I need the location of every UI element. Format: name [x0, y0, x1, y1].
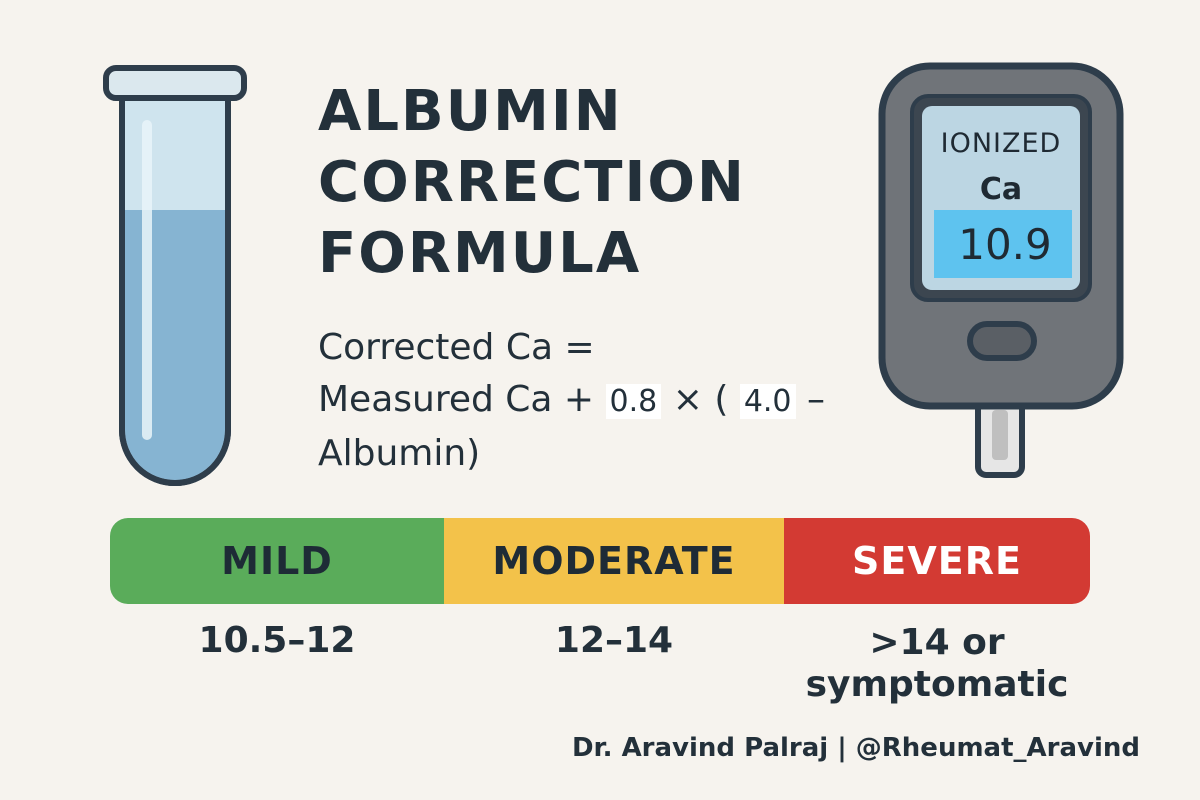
formula: Corrected Ca = Measured Ca + 0.8 × ( 4.0… [318, 322, 878, 480]
formula-line-2: Measured Ca + 0.8 × ( 4.0 – [318, 374, 878, 428]
range-severe: >14 or symptomatic [784, 622, 1090, 706]
severity-mild: MILD [110, 518, 444, 604]
range-severe-line-2: symptomatic [805, 664, 1069, 705]
title-line-1: ALBUMIN [318, 79, 623, 144]
severity-bar: MILD MODERATE SEVERE [110, 518, 1090, 604]
formula-reference-albumin: 4.0 [739, 384, 796, 419]
formula-line-3: Albumin) [318, 433, 481, 474]
meter-reading: 10.9 [958, 220, 1052, 269]
title-line-2: CORRECTION [318, 150, 746, 215]
title-line-3: FORMULA [318, 221, 642, 286]
meter-label-ionized: IONIZED [940, 128, 1062, 159]
formula-measured: Measured Ca + [318, 379, 606, 420]
range-mild: 10.5–12 [198, 620, 356, 661]
test-tube-icon [103, 65, 247, 486]
severity-severe: SEVERE [784, 518, 1090, 604]
formula-minus: – [795, 379, 825, 420]
author-credit: Dr. Aravind Palraj | @Rheumat_Aravind [571, 733, 1140, 763]
formula-operator: × ( [661, 379, 740, 420]
formula-line-1: Corrected Ca = [318, 327, 595, 368]
calcium-meter-icon [878, 62, 1124, 478]
range-severe-line-1: >14 or [869, 622, 1005, 663]
page-title: ALBUMIN CORRECTION FORMULA [318, 76, 838, 289]
formula-coefficient: 0.8 [605, 384, 662, 419]
meter-label-ca: Ca [979, 172, 1023, 207]
severity-moderate: MODERATE [444, 518, 784, 604]
range-moderate: 12–14 [554, 620, 674, 661]
